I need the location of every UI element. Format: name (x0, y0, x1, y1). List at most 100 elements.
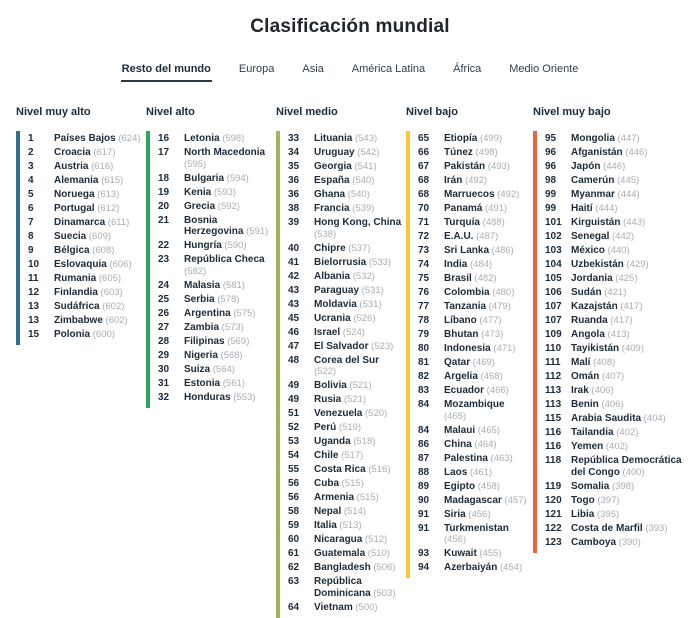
country-score: (541) (351, 161, 377, 173)
rank-number: 41 (288, 256, 300, 268)
level-column-nivel-muy-bajo: Nivel muy bajo 95 Mongolia (447) 96 Afganist… (533, 106, 683, 618)
rank-number: 49 (288, 394, 300, 406)
ranking-row: 96 Japón (446) (545, 161, 683, 173)
rank-number: 29 (158, 349, 170, 361)
country-name: Irán (444, 175, 463, 187)
country-score: (602) (102, 315, 128, 327)
country-name: Venezuela (314, 408, 363, 420)
country-score: (406) (598, 399, 624, 411)
rank-number: 59 (288, 520, 300, 532)
country-name: Chile (314, 450, 339, 462)
country-name: Turkmenistan (444, 522, 509, 534)
country-score: (523) (368, 340, 394, 352)
country-name: Brasil (444, 273, 472, 285)
country-score: (616) (88, 161, 114, 173)
country-score: (532) (350, 270, 375, 282)
ranking-row: 91 Siria (456) (418, 509, 529, 521)
rank-number: 67 (418, 161, 430, 173)
ranking-row: 107 Ruanda (417) (545, 315, 683, 327)
country-score: (515) (354, 492, 379, 504)
ranking-row: 29 Nigeria (568) (158, 350, 272, 362)
rank-number: 102 (545, 231, 562, 243)
country-name: Nepal (314, 506, 342, 518)
tab-africa[interactable]: África (452, 64, 482, 82)
ranking-row: 111 Malí (408) (545, 357, 683, 369)
country-score: (390) (616, 536, 641, 548)
ranking-row: 15 Polonia (600) (28, 329, 142, 341)
rank-number: 112 (545, 371, 562, 383)
country-name: Siria (444, 508, 466, 520)
country-score: (499) (477, 133, 503, 145)
country-score: (458) (475, 480, 500, 492)
level-column-nivel-alto: Nivel alto 16 Letonia (598) 17 North Macedon… (146, 106, 272, 618)
ranking-row: 66 Túnez (498) (418, 147, 529, 159)
rank-number: 19 (158, 186, 170, 198)
country-score: (503) (370, 587, 396, 599)
country-score: (454) (497, 562, 523, 574)
country-name: Nigeria (184, 349, 218, 361)
tab-america-latina[interactable]: América Latina (351, 64, 426, 82)
country-score: (537) (345, 242, 371, 254)
rank-number: 80 (418, 343, 430, 355)
country-name: Malasia (184, 279, 221, 291)
country-score: (464) (471, 438, 497, 450)
ranking-row: 82 Argelia (468) (418, 371, 529, 383)
ranking-row: 51 Venezuela (520) (288, 408, 402, 420)
rank-number: 15 (28, 329, 40, 341)
country-score: (444) (614, 189, 640, 201)
level-list: 65 Etiopía (499) 66 Túnez (498) 67 Pakistán (… (410, 131, 529, 578)
tab-europa[interactable]: Europa (238, 64, 275, 82)
tab-medio-oriente[interactable]: Medio Oriente (508, 64, 579, 82)
country-name: Portugal (54, 203, 95, 215)
level-accent-bar (276, 131, 280, 618)
ranking-row: 77 Tanzania (479) (418, 301, 529, 313)
ranking-columns: Nivel muy alto 1 Países Bajos (624) 2 Croaci… (0, 106, 700, 618)
ranking-row: 80 Indonesia (471) (418, 343, 529, 355)
country-name: Bosnia Herzegovina (184, 214, 244, 238)
ranking-row: 32 Honduras (553) (158, 392, 272, 404)
country-name: Mozambique (444, 399, 505, 411)
country-name: Kirguistán (571, 217, 621, 229)
ranking-row: 8 Suecia (609) (28, 231, 142, 243)
country-score: (397) (594, 494, 620, 506)
country-score: (473) (478, 329, 504, 341)
country-score: (519) (336, 422, 362, 434)
country-name: Túnez (444, 147, 473, 159)
country-name: Pakistán (444, 161, 486, 173)
ranking-row: 104 Uzbekistán (429) (545, 259, 683, 271)
level-accent-bar (146, 131, 150, 408)
country-name: Ecuador (444, 385, 485, 397)
country-name: Rusia (314, 394, 342, 406)
country-score: (516) (365, 464, 391, 476)
country-score: (482) (471, 273, 497, 285)
country-name: Líbano (444, 315, 477, 327)
country-name: Ghana (314, 189, 346, 201)
country-score: (595) (184, 158, 207, 170)
ranking-row: 83 Ecuador (466) (418, 385, 529, 397)
country-score: (590) (221, 240, 247, 252)
ranking-row: 106 Sudán (421) (545, 287, 683, 299)
country-name: Alemania (54, 175, 99, 187)
rank-number: 26 (158, 307, 170, 319)
country-name: Myanmar (571, 189, 615, 201)
country-name: Madagascar (444, 494, 502, 506)
country-name: Turquía (444, 217, 480, 229)
country-score: (520) (362, 408, 388, 420)
country-score: (402) (613, 427, 639, 439)
rank-number: 70 (418, 203, 430, 215)
rank-number: 49 (288, 380, 300, 392)
rank-number: 53 (288, 436, 300, 448)
country-score: (521) (346, 380, 372, 392)
country-name: Tanzania (444, 301, 487, 313)
tab-asia[interactable]: Asia (301, 64, 324, 82)
country-name: Estonia (184, 377, 221, 389)
country-name: Indonesia (444, 343, 491, 355)
country-name: Armenia (314, 492, 355, 504)
country-name: Guatemala (314, 548, 366, 560)
tab-resto-del-mundo[interactable]: Resto del mundo (120, 64, 212, 82)
country-name: Uganda (314, 436, 351, 448)
ranking-row: 68 Irán (492) (418, 175, 529, 187)
country-score: (600) (90, 329, 115, 341)
ranking-row: 107 Kazajstán (417) (545, 301, 683, 313)
